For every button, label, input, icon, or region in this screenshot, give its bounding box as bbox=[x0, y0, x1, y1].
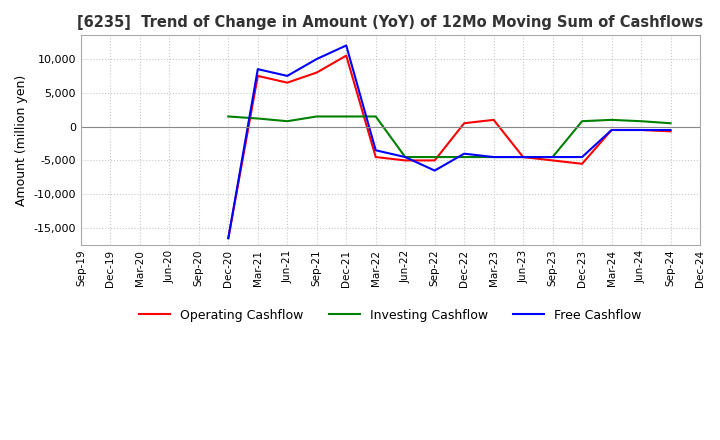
Investing Cashflow bbox=[342, 114, 351, 119]
Investing Cashflow bbox=[577, 118, 586, 124]
Free Cashflow bbox=[312, 56, 321, 62]
Investing Cashflow bbox=[372, 114, 380, 119]
Operating Cashflow bbox=[666, 129, 675, 134]
Operating Cashflow bbox=[372, 154, 380, 160]
Operating Cashflow bbox=[431, 158, 439, 163]
Free Cashflow bbox=[519, 154, 528, 160]
Free Cashflow bbox=[460, 151, 469, 156]
Free Cashflow bbox=[342, 43, 351, 48]
Operating Cashflow bbox=[401, 158, 410, 163]
Free Cashflow bbox=[372, 148, 380, 153]
Operating Cashflow bbox=[253, 73, 262, 79]
Investing Cashflow bbox=[431, 154, 439, 160]
Investing Cashflow bbox=[666, 121, 675, 126]
Operating Cashflow bbox=[460, 121, 469, 126]
Y-axis label: Amount (million yen): Amount (million yen) bbox=[15, 74, 28, 206]
Free Cashflow bbox=[431, 168, 439, 173]
Investing Cashflow bbox=[490, 154, 498, 160]
Investing Cashflow bbox=[283, 118, 292, 124]
Title: [6235]  Trend of Change in Amount (YoY) of 12Mo Moving Sum of Cashflows: [6235] Trend of Change in Amount (YoY) o… bbox=[77, 15, 703, 30]
Free Cashflow bbox=[607, 127, 616, 132]
Operating Cashflow bbox=[224, 235, 233, 241]
Operating Cashflow bbox=[548, 158, 557, 163]
Investing Cashflow bbox=[253, 116, 262, 121]
Operating Cashflow bbox=[342, 53, 351, 58]
Legend: Operating Cashflow, Investing Cashflow, Free Cashflow: Operating Cashflow, Investing Cashflow, … bbox=[134, 304, 647, 327]
Line: Investing Cashflow: Investing Cashflow bbox=[228, 117, 670, 157]
Free Cashflow bbox=[490, 154, 498, 160]
Operating Cashflow bbox=[577, 161, 586, 166]
Investing Cashflow bbox=[312, 114, 321, 119]
Operating Cashflow bbox=[312, 70, 321, 75]
Investing Cashflow bbox=[548, 154, 557, 160]
Free Cashflow bbox=[283, 73, 292, 79]
Investing Cashflow bbox=[519, 154, 528, 160]
Operating Cashflow bbox=[607, 127, 616, 132]
Free Cashflow bbox=[577, 154, 586, 160]
Free Cashflow bbox=[636, 127, 645, 132]
Line: Operating Cashflow: Operating Cashflow bbox=[228, 55, 670, 238]
Operating Cashflow bbox=[490, 117, 498, 122]
Free Cashflow bbox=[224, 235, 233, 241]
Investing Cashflow bbox=[224, 114, 233, 119]
Free Cashflow bbox=[401, 154, 410, 160]
Operating Cashflow bbox=[519, 154, 528, 160]
Line: Free Cashflow: Free Cashflow bbox=[228, 45, 670, 238]
Investing Cashflow bbox=[401, 154, 410, 160]
Free Cashflow bbox=[253, 66, 262, 72]
Free Cashflow bbox=[548, 154, 557, 160]
Investing Cashflow bbox=[607, 117, 616, 122]
Operating Cashflow bbox=[636, 127, 645, 132]
Operating Cashflow bbox=[283, 80, 292, 85]
Investing Cashflow bbox=[460, 154, 469, 160]
Free Cashflow bbox=[666, 127, 675, 132]
Investing Cashflow bbox=[636, 118, 645, 124]
